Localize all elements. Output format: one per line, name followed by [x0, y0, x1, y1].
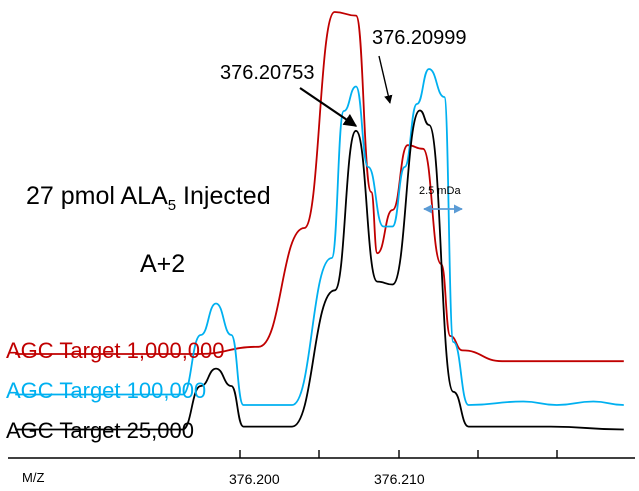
delta-label: 2.5 mDa: [419, 185, 461, 197]
x-axis-label: M/Z: [22, 470, 45, 485]
x-tick-label: 376.210: [374, 471, 425, 487]
peak-label-right: 376.20999: [372, 27, 467, 49]
x-tick-label: 376.200: [229, 471, 280, 487]
legend-entry: AGC Target 25,000: [6, 418, 194, 443]
series-layer: [15, 11, 624, 431]
legend-entry: AGC Target 100,000: [6, 378, 207, 403]
peak-label-left: 376.20753: [220, 62, 315, 84]
legend-entry: AGC Target 1,000,000: [6, 338, 225, 363]
chart-title: 27 pmol ALA5 Injected: [26, 182, 271, 214]
isotope-label: A+2: [140, 250, 186, 278]
peak-arrow-left: [299, 87, 358, 127]
peak-arrow-right: [378, 55, 393, 104]
title-subscript: 5: [167, 197, 177, 214]
series-line: [15, 11, 624, 363]
series-line: [15, 68, 624, 406]
series-line: [15, 109, 624, 431]
x-axis: [8, 450, 635, 459]
peak-arrows: [299, 55, 393, 127]
